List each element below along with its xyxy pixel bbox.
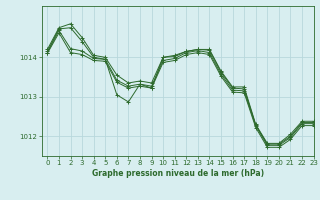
X-axis label: Graphe pression niveau de la mer (hPa): Graphe pression niveau de la mer (hPa) [92, 169, 264, 178]
